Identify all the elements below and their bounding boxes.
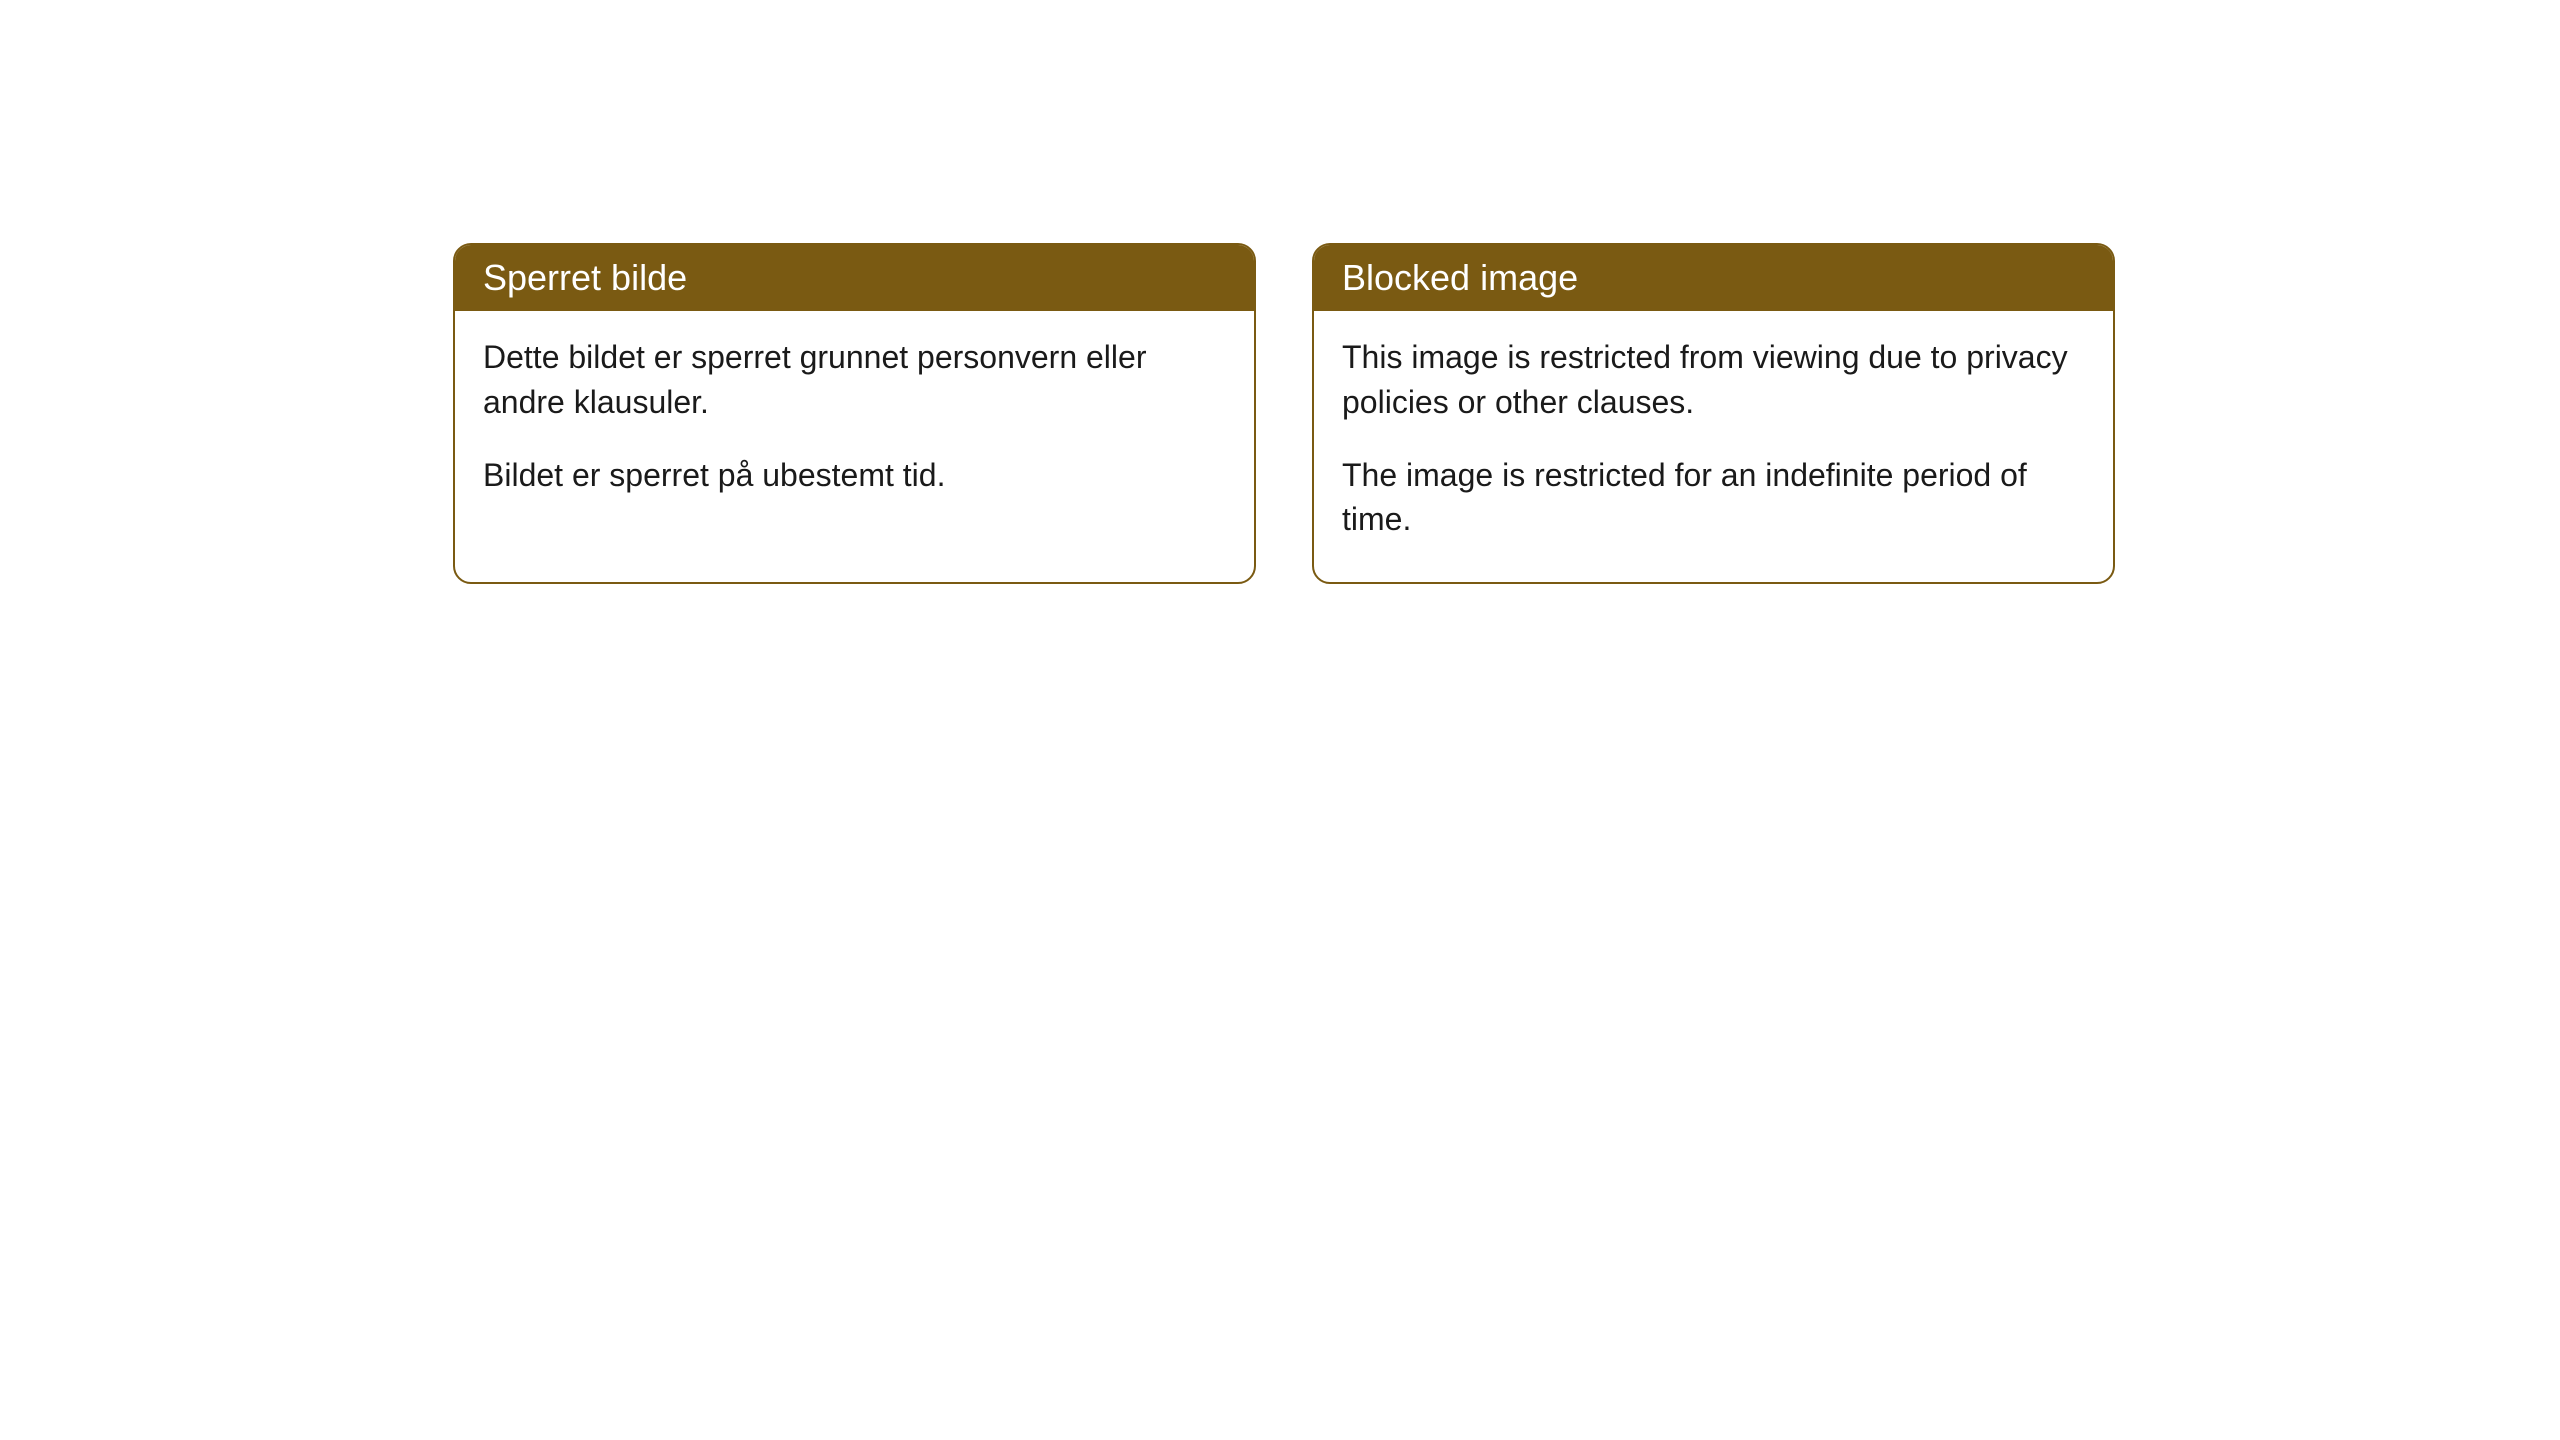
card-paragraph: Dette bildet er sperret grunnet personve… xyxy=(483,335,1226,425)
blocked-image-card-norwegian: Sperret bilde Dette bildet er sperret gr… xyxy=(453,243,1256,584)
card-header: Sperret bilde xyxy=(455,245,1254,311)
blocked-image-card-english: Blocked image This image is restricted f… xyxy=(1312,243,2115,584)
card-paragraph: Bildet er sperret på ubestemt tid. xyxy=(483,453,1226,498)
card-body: Dette bildet er sperret grunnet personve… xyxy=(455,311,1254,537)
card-paragraph: This image is restricted from viewing du… xyxy=(1342,335,2085,425)
notice-cards-container: Sperret bilde Dette bildet er sperret gr… xyxy=(453,243,2115,584)
card-paragraph: The image is restricted for an indefinit… xyxy=(1342,453,2085,543)
card-header: Blocked image xyxy=(1314,245,2113,311)
card-body: This image is restricted from viewing du… xyxy=(1314,311,2113,582)
